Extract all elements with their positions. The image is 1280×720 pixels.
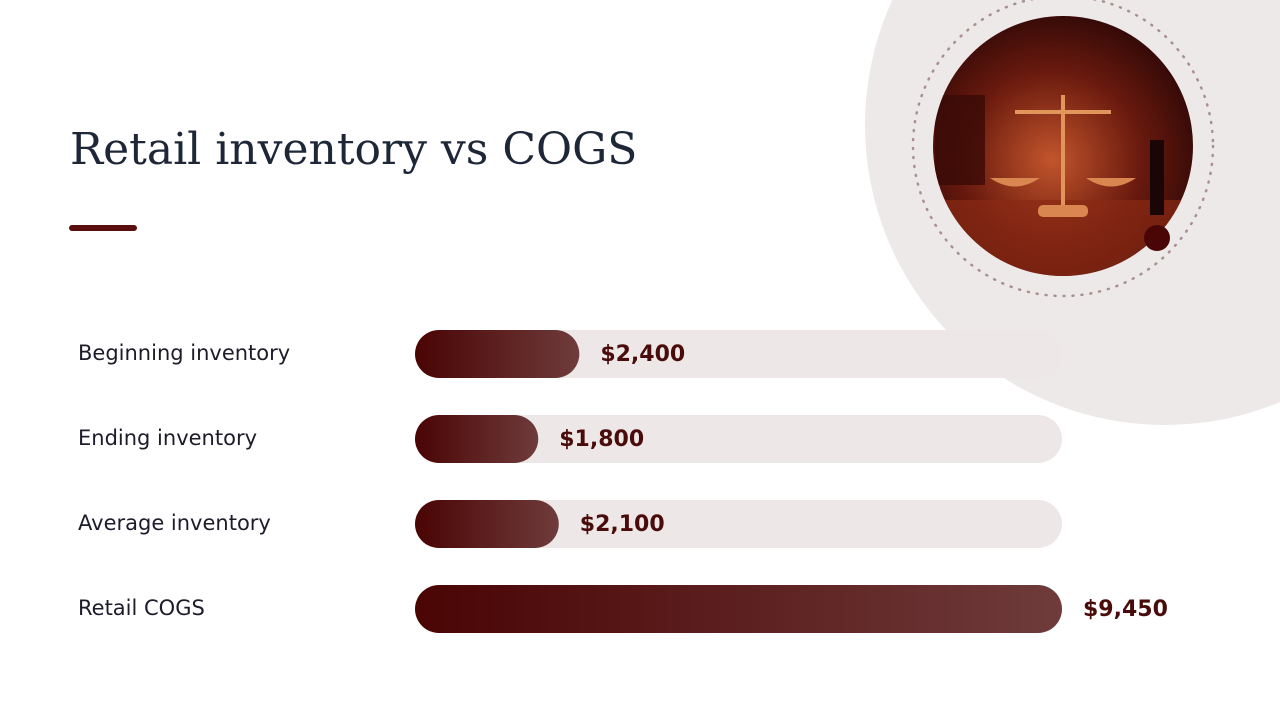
bar-track [415,415,1062,463]
title-underline [69,225,137,231]
bar [415,415,539,463]
bar [415,330,580,378]
bar [415,585,1062,633]
bar-chart: Beginning inventory $2,400 Ending inventor… [78,330,1168,633]
category-label: Beginning inventory [78,341,290,365]
value-label: $1,800 [559,427,644,452]
value-label: $9,450 [1083,597,1168,622]
chart-title: Retail inventory vs COGS [70,124,637,175]
category-label: Retail COGS [78,596,205,620]
value-label: $2,100 [580,512,665,537]
category-label: Ending inventory [78,426,257,450]
accent-dot [1144,225,1170,251]
value-label: $2,400 [600,342,685,367]
category-label: Average inventory [78,511,271,535]
dotted-ring [911,0,1215,298]
bar-track [415,500,1062,548]
bar [415,500,559,548]
bar-track [415,330,1062,378]
